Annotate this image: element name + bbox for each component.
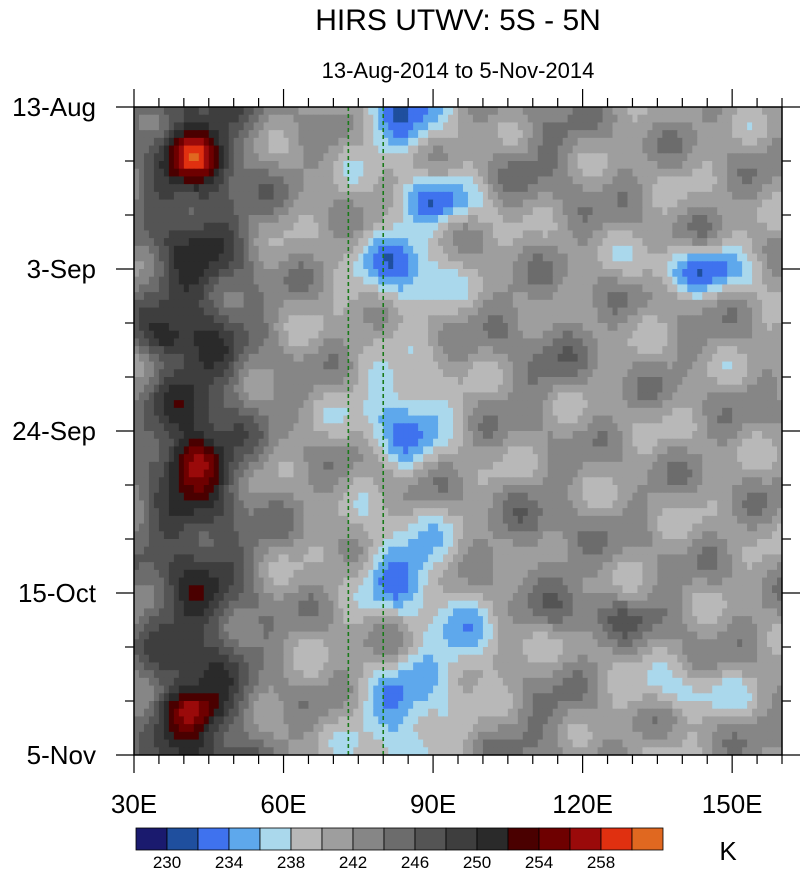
x-tick-label: 30E [111,789,157,819]
colorbar-swatch [135,827,168,851]
colorbar-swatch [414,827,447,851]
x-tick-label: 60E [260,789,306,819]
colorbar-swatch [352,827,385,851]
reference-lines [347,107,385,755]
y-tick-label: 15-Oct [18,578,97,608]
colorbar: 230 234 238 242 246 250 254 258 [135,827,664,869]
colorbar-swatch [290,827,323,851]
x-tick-label: 120E [552,789,613,819]
colorbar-tick-label: 234 [215,853,243,869]
colorbar-swatch [259,827,292,851]
colorbar-swatch [197,827,230,851]
colorbar-swatch [321,827,354,851]
colorbar-tick-label: 238 [277,853,305,869]
x-axis: 30E 60E 90E 120E 150E [111,89,783,819]
colorbar-tick-label: 242 [339,853,367,869]
contour-field [134,107,782,755]
colorbar-tick-label: 258 [587,853,615,869]
y-tick-label: 3-Sep [27,254,96,284]
colorbar-swatch [445,827,478,851]
colorbar-swatch [631,827,664,851]
colorbar-swatch [476,827,509,851]
colorbar-swatch [383,827,416,851]
y-tick-label: 24-Sep [12,416,96,446]
y-tick-label: 5-Nov [27,740,96,770]
chart-title: HIRS UTWV: 5S - 5N [315,4,601,37]
y-axis: 13-Aug 3-Sep 24-Sep 15-Oct 5-Nov [12,92,800,770]
colorbar-tick-label: 254 [525,853,553,869]
colorbar-tick-label: 250 [463,853,491,869]
colorbar-swatch [569,827,602,851]
colorbar-swatch [166,827,199,851]
colorbar-unit: K [719,836,737,866]
colorbar-tick-label: 246 [401,853,429,869]
colorbar-swatch [538,827,571,851]
colorbar-tick-label: 230 [153,853,181,869]
y-tick-label: 13-Aug [12,92,96,122]
x-tick-label: 90E [410,789,456,819]
chart-subtitle: 13-Aug-2014 to 5-Nov-2014 [322,58,595,83]
colorbar-swatch [600,827,633,851]
colorbar-swatch [507,827,540,851]
x-tick-label: 150E [702,789,763,819]
colorbar-swatch [228,827,261,851]
